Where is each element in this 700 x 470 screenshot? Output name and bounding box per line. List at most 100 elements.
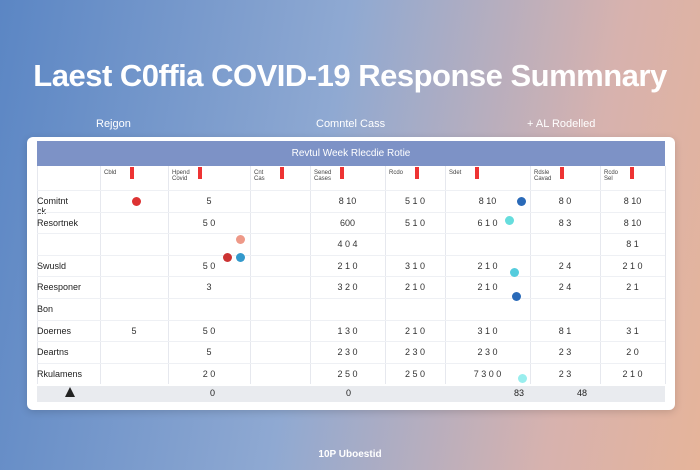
- header-marker: [340, 167, 344, 179]
- row-divider: [37, 319, 665, 321]
- cell: 2 0: [202, 368, 216, 379]
- cell: 2 1 0: [622, 368, 643, 379]
- column-divider: [665, 166, 666, 385]
- cell: 5 0: [202, 325, 216, 336]
- cell: 6 1 0: [477, 217, 498, 228]
- bottom-bar-value: 48: [577, 388, 588, 398]
- row-divider: [37, 362, 665, 364]
- cell: 8 10: [338, 196, 357, 206]
- cell: 2 1 0: [404, 325, 426, 336]
- cell: 2 3: [558, 368, 572, 379]
- column-divider: [100, 166, 101, 385]
- dot: [505, 216, 514, 225]
- title: Laest C0ffia COVID-19 Response Summnary: [33, 58, 667, 93]
- cell: 600: [339, 217, 356, 228]
- cell: 1 3 0: [337, 325, 358, 336]
- column-header: Cbld: [104, 170, 117, 176]
- header-marker: [280, 167, 284, 179]
- row-divider: [37, 233, 665, 235]
- row-label: Resortnek: [37, 217, 79, 228]
- cell: 5 0: [202, 217, 216, 228]
- dot: [512, 292, 521, 301]
- row-divider: [37, 190, 665, 191]
- column-header: Sened Cases: [314, 170, 332, 182]
- cell: 2 1 0: [622, 260, 643, 271]
- cell: 4 0 4: [337, 239, 358, 250]
- bottom-bar-value: 0: [210, 388, 216, 398]
- cell: 5 0: [202, 260, 216, 271]
- icon: [65, 387, 75, 397]
- cell: 5 1 0: [404, 196, 426, 206]
- table-card: [27, 137, 675, 410]
- cell: 8 1: [558, 325, 572, 336]
- cell: 8 1: [626, 239, 639, 250]
- column-divider: [37, 166, 38, 385]
- cell: 2 3 0: [337, 347, 358, 358]
- subheader: + AL Rodelled: [527, 118, 596, 130]
- dot: [236, 235, 245, 244]
- row-divider: [37, 211, 665, 213]
- dot: [223, 253, 232, 262]
- cell: 2 5 0: [337, 368, 358, 379]
- subheader: Comntel Cass: [316, 118, 386, 130]
- dot: [518, 374, 527, 383]
- cell: 3 1 0: [477, 325, 498, 336]
- row-label: Reesponer: [37, 282, 82, 293]
- column-header: Hpend Covid: [172, 170, 190, 182]
- cell: 2 3 0: [477, 347, 498, 358]
- header-marker: [130, 167, 134, 179]
- cell: 3 2 0: [337, 282, 358, 293]
- row-label: Rkulamens: [37, 368, 83, 379]
- header-marker: [630, 167, 634, 179]
- cell: 3 1: [626, 325, 639, 336]
- header-marker: [560, 167, 564, 179]
- row-label: Doernes: [37, 325, 72, 336]
- column-divider: [445, 166, 446, 385]
- row-label: Comitnt ck: [37, 196, 69, 216]
- subheader: Rejgon: [96, 118, 131, 130]
- bottom-bar-value: 83: [514, 388, 525, 398]
- column-header: Cnt Cas: [254, 170, 265, 182]
- cell: 2 1 0: [337, 260, 358, 271]
- row-label: Bon: [37, 304, 54, 314]
- row-divider: [37, 298, 665, 299]
- bottom-bar: [37, 386, 665, 402]
- dot: [236, 253, 245, 262]
- row-divider: [37, 341, 665, 343]
- header-marker: [475, 167, 479, 179]
- cell: 3: [206, 282, 212, 293]
- cell: 2 1 0: [477, 260, 498, 271]
- column-divider: [600, 166, 601, 385]
- cell: 2 4: [558, 260, 572, 271]
- cell: 2 5 0: [404, 368, 426, 379]
- cell: 2 3 0: [404, 347, 426, 358]
- footer: 10P Uboestid: [318, 449, 382, 460]
- row-divider: [37, 254, 665, 256]
- column-divider: [168, 166, 169, 385]
- column-header: Rcdo Sel: [604, 170, 619, 182]
- column-divider: [310, 166, 311, 385]
- row-divider: [37, 276, 665, 278]
- column-header: Sdet: [449, 170, 462, 176]
- cell: 8 10: [478, 196, 497, 206]
- cell: 7 3 0 0: [473, 368, 502, 379]
- bottom-bar-value: 0: [346, 388, 352, 398]
- cell: 2 0: [626, 347, 639, 358]
- table-caption: Revtul Week Rlecdie Rotie: [37, 141, 665, 166]
- header-marker: [415, 167, 419, 179]
- column-divider: [250, 166, 251, 385]
- dot: [132, 197, 141, 206]
- header-marker: [198, 167, 202, 179]
- column-divider: [530, 166, 531, 385]
- cell: 2 1: [626, 282, 639, 293]
- cell: 8 3: [558, 217, 572, 228]
- cell: 2 3: [558, 347, 572, 358]
- column-divider: [385, 166, 386, 385]
- row-label: Deartns: [37, 347, 69, 358]
- cell: 5: [206, 347, 212, 358]
- cell: 3 1 0: [404, 260, 426, 271]
- cell: 8 0: [558, 196, 572, 206]
- cell: 8 10: [623, 196, 642, 206]
- column-header: Rdsle Cavad: [534, 170, 552, 182]
